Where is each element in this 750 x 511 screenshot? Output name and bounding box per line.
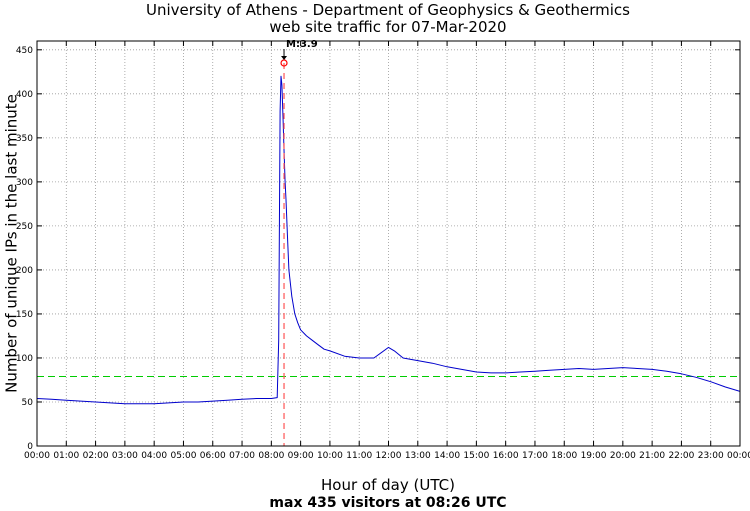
y-tick-label: 200 [16,266,33,276]
y-tick-label: 250 [16,222,33,232]
x-tick-label: 18:00 [551,451,577,461]
x-axis-label: Hour of day (UTC) [321,476,455,494]
y-tick-label: 350 [16,134,33,144]
series-layer [36,75,741,405]
x-tick-label: 04:00 [141,451,167,461]
series-line [36,75,741,405]
x-tick-label: 12:00 [376,451,402,461]
x-tick-label: 03:00 [112,451,138,461]
y-tick-label: 300 [16,178,33,188]
y-tick-label: 450 [16,46,33,56]
event-layer: M:3.9 [280,39,318,446]
grid-lines [37,41,740,446]
x-tick-label: 21:00 [639,451,665,461]
event-arrow-head [281,56,288,61]
x-tick-label: 06:00 [200,451,226,461]
y-axis-ticks: 0 50 100 150 200 250 300 350 400 450 [16,46,740,452]
x-tick-label: 15:00 [463,451,489,461]
x-tick-label: 17:00 [522,451,548,461]
chart-subtitle: web site traffic for 07-Mar-2020 [269,18,506,36]
x-tick-label: 08:00 [258,451,284,461]
x-tick-label: 01:00 [53,451,79,461]
x-tick-label: 20:00 [610,451,636,461]
x-tick-label: 14:00 [434,451,460,461]
x-tick-label: 02:00 [83,451,109,461]
x-tick-label: 23:00 [698,451,724,461]
x-tick-label: 09:00 [288,451,314,461]
x-tick-label: 10:00 [317,451,343,461]
x-tick-label: 00:00 [727,451,750,461]
y-tick-label: 50 [22,398,34,408]
y-tick-label: 0 [27,442,33,452]
x-tick-label: 07:00 [229,451,255,461]
x-tick-label: 16:00 [493,451,519,461]
x-tick-label: 11:00 [346,451,372,461]
x-tick-label: 00:00 [24,451,50,461]
x-tick-label: 05:00 [170,451,196,461]
y-tick-label: 100 [16,354,33,364]
chart-title: University of Athens - Department of Geo… [146,1,630,19]
max-visitors-label: max 435 visitors at 08:26 UTC [269,495,506,511]
x-tick-label: 22:00 [668,451,694,461]
y-tick-label: 150 [16,310,33,320]
y-axis-label: Number of unique IPs in the last minute [3,94,21,393]
x-tick-label: 19:00 [581,451,607,461]
y-tick-label: 400 [16,90,33,100]
event-label: M:3.9 [286,39,318,50]
x-tick-label: 13:00 [405,451,431,461]
x-axis-ticks: 00:00 01:00 02:00 03:00 04:00 05:00 06:00 07:00… [24,41,750,461]
